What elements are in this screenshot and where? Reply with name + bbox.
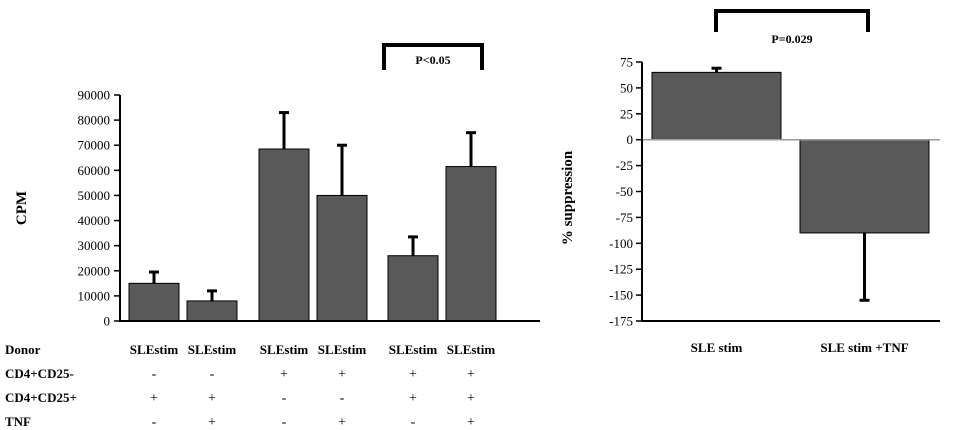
cpm-category-label: SLEstim: [318, 342, 367, 357]
condition-mark: +: [208, 391, 216, 406]
suppression-y-tick-label: 25: [620, 106, 633, 121]
condition-mark: +: [467, 367, 475, 382]
suppression-y-tick-label: -125: [609, 262, 633, 277]
suppression-bar: [652, 72, 781, 139]
cpm-y-tick-label: 60000: [78, 163, 111, 178]
cpm-category-label: SLEstim: [188, 342, 237, 357]
cpm-y-tick-label: 40000: [78, 213, 111, 228]
cpm-y-tick-label: 50000: [78, 188, 111, 203]
cpm-y-axis-label: CPM: [14, 191, 30, 225]
suppression-p-value: P=0.029: [771, 32, 812, 46]
condition-mark: +: [409, 367, 417, 382]
cpm-category-label: SLEstim: [260, 342, 309, 357]
cpm-category-label: SLEstim: [447, 342, 496, 357]
cpm-y-tick-label: 70000: [78, 138, 111, 153]
condition-mark: -: [282, 391, 287, 406]
cpm-p-value: P<0.05: [415, 53, 450, 67]
suppression-category-label: SLE stim +TNF: [820, 340, 908, 355]
suppression-y-tick-label: -100: [609, 236, 633, 251]
cpm-y-tick-label: 20000: [78, 263, 111, 278]
condition-mark: +: [467, 391, 475, 406]
condition-mark: +: [338, 415, 346, 430]
suppression-y-tick-label: 75: [620, 55, 633, 70]
cpm-y-tick-label: 10000: [78, 288, 111, 303]
suppression-bar: [800, 140, 929, 233]
cpm-bar: [187, 301, 237, 321]
suppression-y-tick-label: 0: [627, 132, 634, 147]
condition-mark: -: [210, 367, 215, 382]
condition-mark: -: [411, 415, 416, 430]
suppression-chart: 75 50 25 0 -25 -50 -75 -100 -125 -150 -175 % suppre…: [560, 11, 940, 355]
cpm-chart: 0 10000 20000 30000 40000 50000 60000 70000 8000…: [5, 45, 540, 430]
suppression-y-tick-label: -25: [616, 158, 633, 173]
suppression-y-axis-label: % suppression: [560, 150, 576, 245]
suppression-y-tick-label: -50: [616, 184, 633, 199]
cpm-y-tick-label: 0: [104, 314, 111, 329]
suppression-y-tick-label: 50: [620, 80, 633, 95]
condition-row-label: CD4+CD25+: [5, 390, 77, 405]
suppression-category-label: SLE stim: [691, 340, 743, 355]
condition-mark: +: [208, 415, 216, 430]
condition-mark: -: [152, 415, 157, 430]
condition-mark: +: [467, 415, 475, 430]
cpm-category-label: SLEstim: [130, 342, 179, 357]
suppression-significance-bracket: [716, 11, 868, 32]
condition-mark: +: [280, 367, 288, 382]
condition-mark: -: [282, 415, 287, 430]
cpm-bar: [317, 195, 367, 321]
condition-mark: -: [340, 391, 345, 406]
suppression-y-tick-label: -150: [609, 288, 633, 303]
cpm-bar: [259, 149, 309, 321]
cpm-bar: [129, 283, 179, 321]
condition-mark: -: [152, 367, 157, 382]
condition-mark: +: [150, 391, 158, 406]
condition-row-label: Donor: [5, 342, 41, 357]
cpm-category-label: SLEstim: [389, 342, 438, 357]
suppression-y-tick-label: -75: [616, 210, 633, 225]
cpm-bar: [446, 167, 496, 321]
cpm-bar: [388, 256, 438, 321]
suppression-y-tick-label: -175: [609, 314, 633, 329]
condition-mark: +: [409, 391, 417, 406]
cpm-y-tick-label: 90000: [78, 88, 111, 103]
condition-mark: +: [338, 367, 346, 382]
condition-row-label: TNF: [5, 414, 31, 429]
condition-row-label: CD4+CD25-: [5, 366, 74, 381]
cpm-y-tick-label: 30000: [78, 238, 111, 253]
cpm-y-tick-label: 80000: [78, 113, 111, 128]
